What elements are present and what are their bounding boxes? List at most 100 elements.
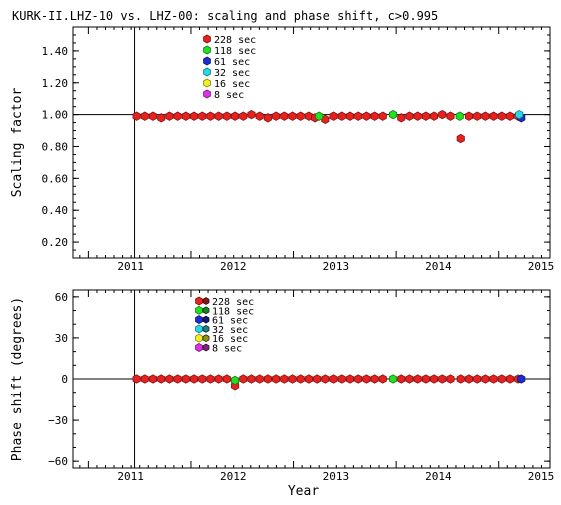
- y-tick-label: −60: [48, 455, 68, 468]
- y-tick-label: 1.40: [42, 45, 69, 58]
- data-point: [272, 111, 281, 121]
- legend-label: 32 sec: [214, 68, 250, 79]
- y-tick-label: 30: [55, 332, 68, 345]
- y-tick-label: 60: [55, 291, 68, 304]
- data-point: [214, 111, 223, 121]
- legend-label: 118 sec: [212, 306, 254, 317]
- data-point: [214, 374, 223, 384]
- data-point: [165, 374, 174, 384]
- data-point: [497, 374, 506, 384]
- y-tick-label: 1.20: [42, 77, 69, 90]
- data-point: [337, 374, 346, 384]
- data-point: [421, 111, 430, 121]
- data-point: [239, 111, 248, 121]
- x-tick-label: 2015: [528, 470, 555, 483]
- y-tick-label: 0.20: [42, 236, 69, 249]
- data-point: [345, 374, 355, 384]
- data-point: [489, 111, 498, 121]
- data-point: [157, 113, 166, 123]
- x-tick-label: 2011: [117, 260, 144, 273]
- series-61-sec: [517, 374, 526, 384]
- data-point: [505, 111, 515, 121]
- data-point: [397, 374, 406, 384]
- data-point: [247, 109, 256, 120]
- legend-marker: [195, 305, 203, 315]
- legend-label: 118 sec: [214, 46, 256, 57]
- legend-label: 61 sec: [214, 57, 250, 68]
- data-point: [438, 109, 447, 120]
- legend-marker: [202, 315, 210, 324]
- legend-label: 61 sec: [212, 316, 248, 327]
- data-point: [329, 374, 338, 384]
- series-228-sec: [132, 374, 523, 391]
- data-point: [231, 375, 240, 386]
- data-point: [140, 374, 149, 384]
- data-point: [421, 374, 430, 384]
- legend-marker: [203, 89, 211, 99]
- plot-frame: [72, 26, 551, 259]
- data-point: [430, 374, 439, 384]
- data-point: [378, 374, 387, 384]
- data-point: [148, 111, 158, 121]
- data-point: [222, 111, 231, 121]
- data-point: [181, 111, 190, 121]
- legend-marker: [195, 315, 203, 325]
- data-point: [481, 111, 490, 121]
- data-point: [263, 374, 272, 384]
- data-point: [405, 374, 414, 384]
- data-point: [313, 374, 322, 384]
- data-point: [173, 374, 182, 384]
- chart-panel-1: KURK-II.LHZ-10 vs. LHZ-00: scaling and p…: [10, 9, 554, 273]
- data-point: [304, 111, 313, 121]
- data-point: [397, 113, 406, 123]
- data-point: [389, 109, 398, 120]
- data-point: [304, 374, 313, 384]
- data-point: [222, 374, 231, 384]
- data-point: [263, 113, 272, 123]
- data-point: [181, 374, 190, 384]
- x-tick-label: 2012: [220, 260, 247, 273]
- y-axis-label: Phase shift (degrees): [10, 297, 25, 461]
- data-point: [148, 374, 158, 384]
- legend-marker: [203, 67, 211, 77]
- data-point: [370, 111, 379, 121]
- x-tick-label: 2011: [117, 470, 144, 483]
- legend-label: 228 sec: [212, 297, 254, 308]
- data-point: [413, 111, 422, 121]
- data-point: [239, 374, 248, 384]
- data-point: [231, 111, 240, 121]
- chart-title: KURK-II.LHZ-10 vs. LHZ-00: scaling and p…: [12, 9, 438, 23]
- data-point: [497, 111, 506, 121]
- legend-label: 32 sec: [212, 325, 248, 336]
- data-point: [321, 374, 330, 384]
- data-point: [489, 374, 498, 384]
- legend-marker: [195, 324, 203, 334]
- data-point: [455, 111, 464, 121]
- y-tick-label: 0.60: [42, 172, 69, 185]
- legend-marker: [202, 297, 210, 305]
- x-tick-label: 2014: [425, 260, 452, 273]
- data-point: [198, 374, 207, 384]
- data-point: [473, 374, 482, 384]
- legend-label: 16 sec: [214, 79, 250, 90]
- data-point: [272, 374, 281, 384]
- data-point: [247, 374, 256, 384]
- data-point: [464, 374, 474, 384]
- y-tick-label: 0.40: [42, 204, 69, 217]
- x-tick-label: 2013: [323, 260, 350, 273]
- series-118-sec: [315, 109, 464, 121]
- legend-label: 8 sec: [212, 344, 242, 355]
- legend-marker: [202, 334, 210, 343]
- data-point: [296, 374, 305, 384]
- legend-marker: [202, 306, 210, 315]
- data-point: [354, 111, 363, 121]
- data-point: [140, 111, 149, 121]
- data-point: [255, 111, 264, 121]
- data-point: [505, 374, 515, 384]
- data-point: [456, 374, 465, 384]
- data-point: [405, 111, 414, 121]
- data-point: [413, 374, 422, 384]
- data-point: [288, 111, 297, 121]
